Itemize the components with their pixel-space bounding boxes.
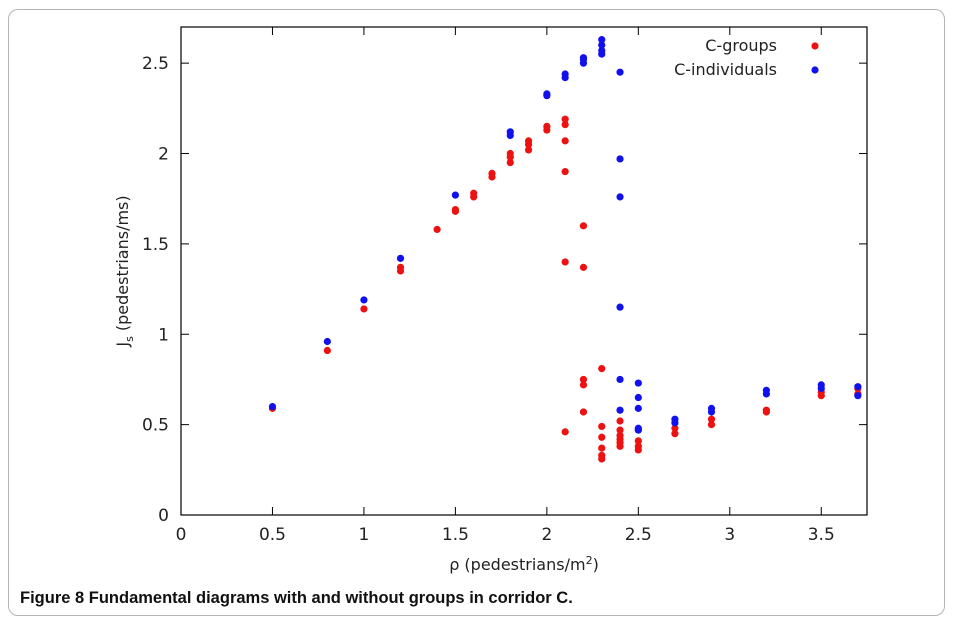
figure-frame (8, 9, 945, 616)
x-axis-label-superscript: 2 (586, 554, 593, 567)
data-point (616, 375, 624, 384)
data-point (671, 424, 679, 432)
data-point (616, 303, 624, 311)
figure-caption: Figure 8 Fundamental diagrams with and w… (20, 589, 573, 607)
data-point (634, 437, 642, 445)
series-c-individuals (268, 36, 862, 434)
x-tick-label: 0 (176, 525, 187, 545)
x-axis-label: ρ (pedestrians/m2) (449, 554, 599, 574)
data-point (396, 254, 405, 262)
data-point (543, 90, 551, 98)
data-point (579, 408, 588, 416)
data-point (616, 406, 624, 414)
data-point (488, 169, 496, 177)
data-point (707, 408, 716, 416)
data-point (598, 365, 606, 373)
data-point (561, 70, 569, 78)
data-point (268, 402, 277, 411)
data-points (268, 36, 862, 463)
x-tick-label: 3.5 (808, 525, 835, 545)
data-point (707, 421, 716, 429)
data-point (561, 428, 569, 436)
data-point (634, 446, 642, 454)
data-point (579, 222, 588, 230)
axis-ticks: 0 0.5 1 1.5 2 2.5 3 3.5 0 0.5 1 1.5 2 2.5 (142, 27, 867, 545)
data-point (817, 384, 825, 393)
data-point (616, 68, 624, 76)
x-tick-label: 2.5 (625, 525, 652, 545)
y-tick-label: 2 (158, 145, 169, 165)
data-point (506, 158, 514, 167)
data-point (616, 426, 624, 434)
data-point (561, 121, 569, 129)
data-point (817, 392, 825, 400)
y-tick-label: 1.5 (142, 235, 169, 255)
legend-label: C-individuals (674, 60, 777, 79)
series-c-groups (268, 115, 862, 463)
data-point (323, 346, 331, 355)
data-point (616, 155, 624, 163)
data-point (598, 455, 606, 463)
data-point (579, 54, 588, 62)
data-point (634, 379, 642, 387)
data-point (598, 444, 606, 452)
data-point (598, 422, 606, 431)
legend: C-groups C-individuals (674, 36, 819, 79)
data-point (360, 305, 368, 313)
y-axis-label: Js (pedestrians/ms) (113, 195, 136, 347)
x-tick-label: 1 (359, 525, 370, 545)
data-point (762, 390, 770, 398)
data-point (579, 381, 588, 389)
data-point (579, 375, 588, 384)
data-point (561, 258, 569, 266)
data-point (598, 433, 606, 441)
data-point (561, 137, 569, 145)
y-tick-label: 0.5 (142, 416, 169, 436)
data-point (762, 408, 770, 416)
x-tick-label: 0.5 (259, 525, 286, 545)
data-point (634, 393, 642, 402)
data-point (598, 36, 606, 44)
data-point (396, 263, 405, 271)
data-point (451, 191, 459, 199)
plot-area (180, 26, 868, 516)
y-tick-label: 1 (158, 325, 169, 345)
data-point (323, 337, 331, 346)
data-point (598, 46, 606, 55)
data-point (506, 128, 514, 136)
data-point (616, 193, 624, 201)
data-point (598, 41, 606, 49)
data-point (524, 146, 533, 154)
legend-label: C-groups (705, 36, 777, 55)
data-point (543, 122, 551, 131)
data-point (433, 225, 441, 234)
data-point (524, 137, 533, 145)
x-tick-label: 1.5 (442, 525, 469, 545)
x-tick-label: 3 (724, 525, 735, 545)
legend-marker (811, 42, 819, 50)
data-point (634, 426, 642, 434)
data-point (616, 442, 624, 450)
data-point (854, 383, 862, 391)
plot-frame (180, 26, 868, 516)
data-point (616, 417, 624, 425)
data-point (707, 415, 716, 423)
data-point (671, 419, 679, 427)
data-point (506, 149, 514, 158)
y-tick-label: 2.5 (142, 54, 169, 74)
data-point (561, 115, 569, 123)
y-axis-label-subscript: s (123, 336, 136, 342)
legend-marker (811, 66, 819, 74)
data-point (634, 404, 642, 412)
data-point (561, 167, 569, 176)
data-point (451, 205, 459, 214)
data-point (671, 430, 679, 438)
data-point (360, 296, 368, 304)
x-tick-label: 2 (541, 525, 552, 545)
data-point (854, 392, 862, 400)
y-tick-label: 0 (158, 506, 169, 526)
data-point (470, 189, 478, 197)
data-point (579, 263, 588, 271)
